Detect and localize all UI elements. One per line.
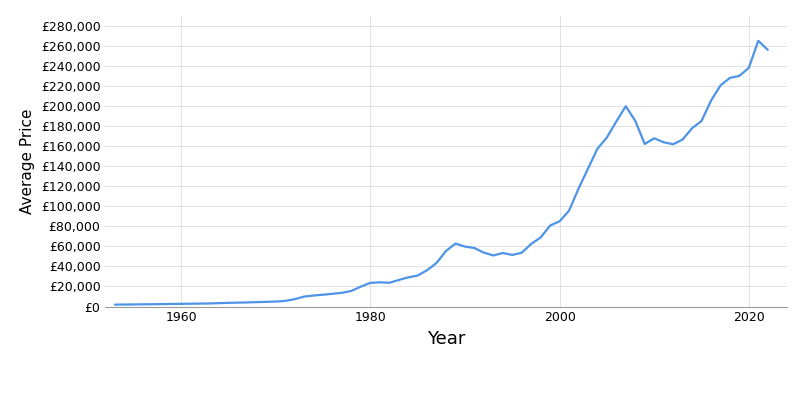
X-axis label: Year: Year (427, 330, 466, 348)
Y-axis label: Average Price: Average Price (20, 108, 35, 214)
